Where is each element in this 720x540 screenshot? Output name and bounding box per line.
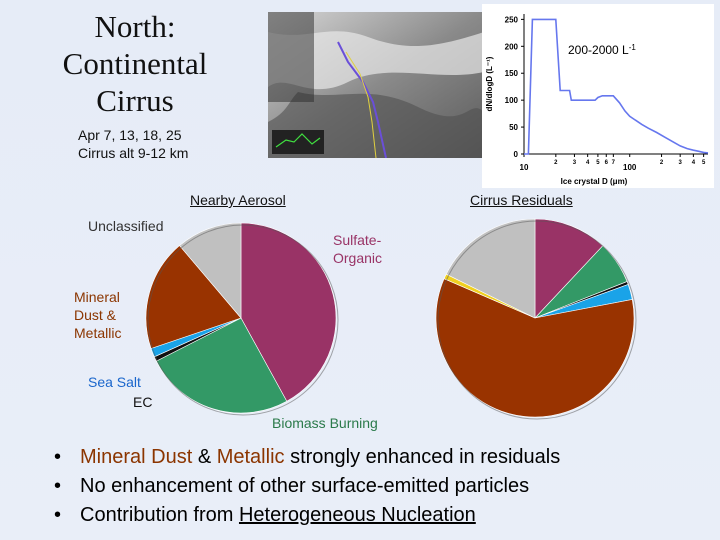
bullet-dot: • bbox=[54, 504, 62, 526]
cirrus-residuals-pie bbox=[435, 218, 637, 420]
y-tick-label: 150 bbox=[505, 69, 519, 78]
x-tick-label: 4 bbox=[692, 160, 696, 166]
bullet-2: • No enhancement of other surface-emitted… bbox=[54, 472, 529, 501]
bullet-2-text: No enhancement of other surface-emitted … bbox=[80, 475, 530, 497]
title-line-2: Continental bbox=[62, 46, 208, 81]
label-sulfate-line1: Sulfate- bbox=[333, 232, 382, 248]
bullet-3: • Contribution from Heterogeneous Nucleat… bbox=[54, 501, 476, 530]
satellite-image bbox=[268, 12, 484, 159]
bullet-1-dust: Mineral Dust bbox=[80, 446, 193, 468]
bullet-dot: • bbox=[54, 475, 62, 497]
bullet-3-text: Contribution from bbox=[80, 504, 239, 526]
bullet-dot: • bbox=[54, 446, 62, 468]
title-line-3: Cirrus bbox=[96, 83, 174, 118]
x-tick-label: 4 bbox=[586, 160, 590, 166]
concentration-unit-sup: -1 bbox=[629, 43, 637, 52]
pie-slice-mineral-dust bbox=[145, 245, 242, 349]
x-tick-label: 100 bbox=[623, 163, 637, 172]
x-tick-label: 2 bbox=[554, 160, 558, 166]
nearby-aerosol-title: Nearby Aerosol bbox=[190, 192, 286, 208]
bullet-1: • Mineral Dust & Metallic strongly enhanc… bbox=[54, 443, 560, 472]
label-sulfate-organic: Sulfate- Organic bbox=[333, 231, 382, 267]
slide-title: North: Continental Cirrus bbox=[30, 8, 240, 119]
bullet-1-amp: & bbox=[192, 446, 217, 468]
cirrus-altitude: Cirrus alt 9-12 km bbox=[78, 145, 189, 161]
x-tick-label: 6 bbox=[605, 160, 609, 166]
label-mineral-dust: Mineral Dust & Metallic bbox=[74, 288, 121, 342]
y-tick-label: 100 bbox=[505, 96, 519, 105]
x-tick-label: 7 bbox=[612, 160, 616, 166]
label-ec: EC bbox=[133, 394, 153, 410]
pie-slice-unclassified bbox=[445, 218, 536, 319]
y-tick-label: 0 bbox=[514, 150, 519, 159]
bullet-1-rest: strongly enhanced in residuals bbox=[284, 446, 561, 468]
pie-shadow-ring bbox=[147, 224, 339, 416]
concentration-range-annotation: 200-2000 L-1 bbox=[568, 43, 636, 58]
x-tick-label: 3 bbox=[573, 160, 577, 166]
campaign-dates: Apr 7, 13, 18, 25 bbox=[78, 127, 182, 143]
x-tick-label: 5 bbox=[702, 160, 706, 166]
x-axis-label: Ice crystal D (μm) bbox=[561, 177, 628, 186]
x-tick-label: 3 bbox=[678, 160, 682, 166]
label-unclassified: Unclassified bbox=[88, 218, 164, 234]
label-dust-line3: Metallic bbox=[74, 325, 122, 341]
y-tick-label: 250 bbox=[505, 15, 519, 24]
label-dust-line1: Mineral bbox=[74, 289, 120, 305]
cirrus-residuals-title: Cirrus Residuals bbox=[470, 192, 573, 208]
x-tick-label: 2 bbox=[660, 160, 664, 166]
bullet-1-metallic: Metallic bbox=[216, 446, 285, 468]
y-axis-label: dN/dlogD (L⁻¹) bbox=[485, 56, 494, 111]
label-dust-line2: Dust & bbox=[74, 307, 117, 323]
x-tick-label: 5 bbox=[596, 160, 600, 166]
label-sulfate-line2: Organic bbox=[333, 250, 383, 266]
x-tick-label: 10 bbox=[520, 163, 529, 172]
pie-slice-unclassified bbox=[179, 222, 242, 319]
pie-slice-sulfate-organic bbox=[240, 222, 337, 402]
bullet-3-underlined: Heterogeneous Nucleation bbox=[238, 504, 476, 526]
campaign-info: Apr 7, 13, 18, 25 Cirrus alt 9-12 km bbox=[78, 126, 188, 162]
size-distribution-line bbox=[524, 18, 709, 155]
y-tick-label: 50 bbox=[509, 123, 518, 132]
title-line-1: North: bbox=[94, 9, 176, 44]
chart-background bbox=[482, 4, 714, 188]
nearby-aerosol-pie bbox=[145, 222, 339, 416]
y-tick-label: 200 bbox=[505, 42, 519, 51]
label-biomass-burning: Biomass Burning bbox=[272, 415, 378, 431]
pie-shadow-ring bbox=[437, 220, 637, 420]
pie-slice-mineral-dust bbox=[435, 278, 635, 418]
composition-pies bbox=[145, 218, 637, 420]
label-sea-salt: Sea Salt bbox=[88, 374, 141, 390]
satellite-image-art bbox=[268, 12, 484, 159]
